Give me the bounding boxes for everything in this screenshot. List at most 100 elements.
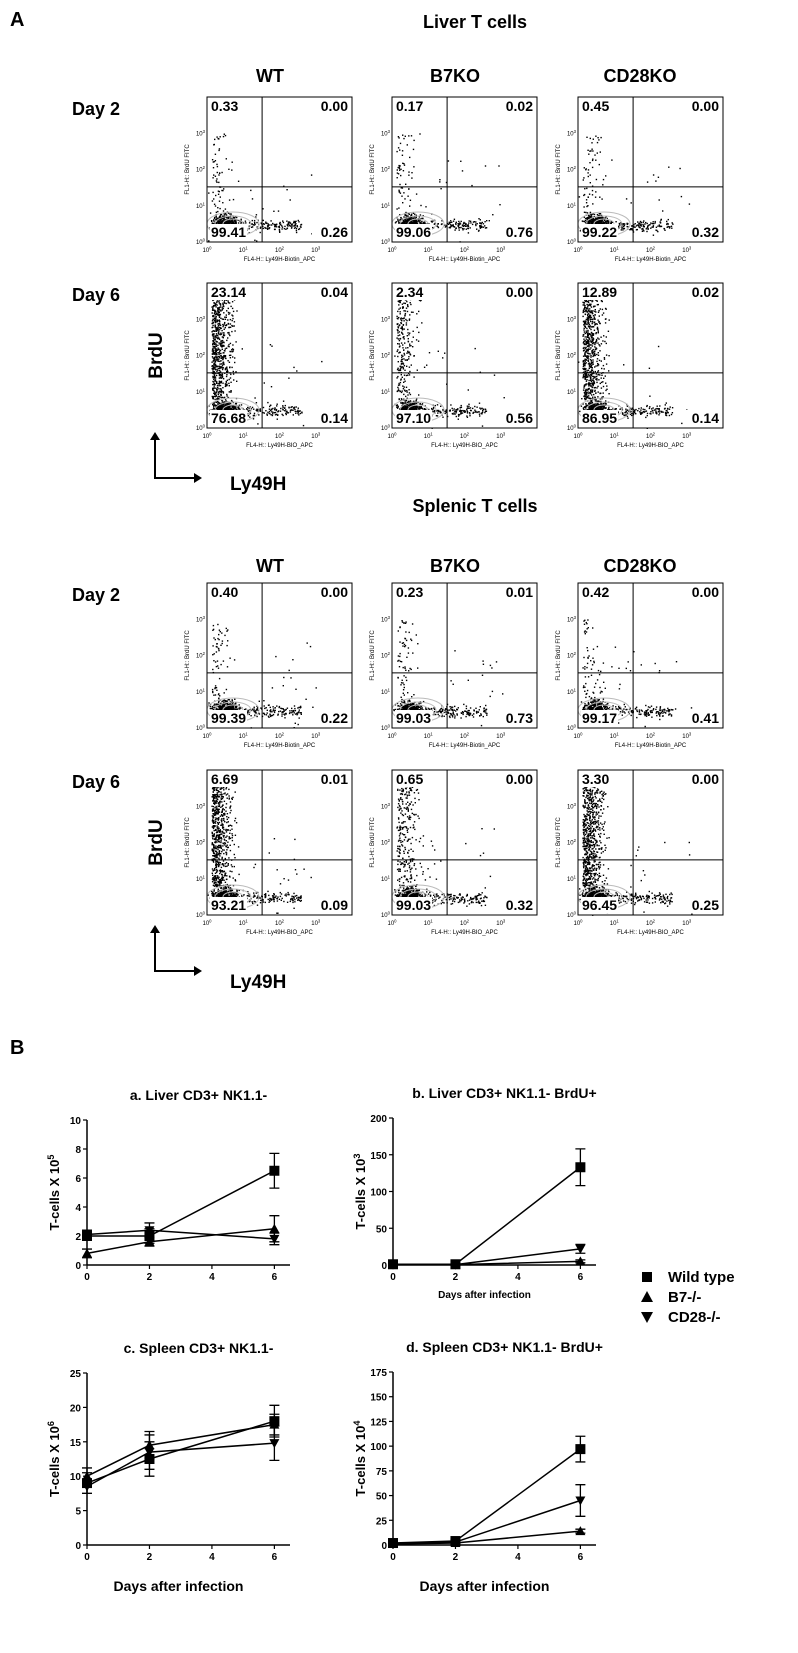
event-dot xyxy=(640,225,641,226)
event-dot xyxy=(235,221,236,222)
event-dot xyxy=(276,409,277,410)
event-dot xyxy=(644,223,645,224)
event-dot xyxy=(300,224,301,225)
event-dot xyxy=(228,346,229,347)
event-dot xyxy=(218,301,219,302)
event-dot xyxy=(413,403,414,404)
event-dot xyxy=(216,341,217,342)
channel-y-label: FL1-H:: BrdU FITC xyxy=(556,144,562,195)
event-dot xyxy=(230,374,231,375)
y-tick-label: 103 xyxy=(196,315,206,323)
event-dot xyxy=(468,389,469,390)
event-dot xyxy=(404,165,405,166)
event-dot xyxy=(300,227,301,228)
event-dot xyxy=(234,357,235,358)
event-dot xyxy=(233,373,234,374)
event-dot xyxy=(592,159,593,160)
event-dot xyxy=(216,351,217,352)
event-dot xyxy=(468,226,469,227)
event-dot xyxy=(652,223,653,224)
event-dot xyxy=(407,329,408,330)
event-dot xyxy=(287,228,288,229)
event-dot xyxy=(403,394,404,395)
event-dot xyxy=(230,306,231,307)
event-dot xyxy=(418,394,419,395)
event-dot xyxy=(216,301,217,302)
event-dot xyxy=(214,144,215,145)
event-dot xyxy=(233,199,234,200)
event-dot xyxy=(215,311,216,312)
event-dot xyxy=(407,335,408,336)
channel-y-label: FL1-H:: BrdU FITC xyxy=(370,330,376,381)
event-dot xyxy=(213,352,214,353)
event-dot xyxy=(409,320,410,321)
event-dot xyxy=(280,411,281,412)
event-dot xyxy=(270,405,271,406)
event-dot xyxy=(405,405,406,406)
event-dot xyxy=(470,222,471,223)
event-dot xyxy=(220,196,221,197)
event-dot xyxy=(454,229,455,230)
event-dot xyxy=(233,349,234,350)
y-tick-label: 103 xyxy=(381,315,391,323)
event-dot xyxy=(299,411,300,412)
event-dot xyxy=(214,347,215,348)
event-dot xyxy=(409,404,410,405)
event-dot xyxy=(466,409,467,410)
event-dot xyxy=(431,408,432,409)
event-dot xyxy=(212,334,213,335)
quadrant-percent: 0.45 xyxy=(582,98,609,114)
event-dot xyxy=(230,222,231,223)
event-dot xyxy=(399,168,400,169)
x-tick-label: 102 xyxy=(646,246,656,254)
event-dot xyxy=(286,414,287,415)
event-dot xyxy=(277,419,278,420)
event-dot xyxy=(217,319,218,320)
event-dot xyxy=(216,354,217,355)
event-dot xyxy=(298,220,299,221)
event-dot xyxy=(217,312,218,313)
event-dot xyxy=(499,204,500,205)
event-dot xyxy=(217,366,218,367)
event-dot xyxy=(602,184,603,185)
event-dot xyxy=(267,402,268,403)
event-dot xyxy=(283,222,284,223)
event-dot xyxy=(399,370,400,371)
event-dot xyxy=(439,181,440,182)
event-dot xyxy=(217,349,218,350)
event-dot xyxy=(295,221,296,222)
event-dot xyxy=(437,226,438,227)
event-dot xyxy=(216,335,217,336)
x-tick-label: 100 xyxy=(387,432,397,440)
event-dot xyxy=(236,217,237,218)
event-dot xyxy=(439,179,440,180)
superscript: 0 xyxy=(574,238,577,243)
superscript: 2 xyxy=(388,165,391,170)
event-dot xyxy=(637,221,638,222)
event-dot xyxy=(475,224,476,225)
event-dot xyxy=(420,205,421,206)
event-dot xyxy=(655,222,656,223)
event-dot xyxy=(219,368,220,369)
event-dot xyxy=(249,416,250,417)
event-dot xyxy=(223,319,224,320)
event-dot xyxy=(418,311,419,312)
event-dot xyxy=(213,174,214,175)
event-dot xyxy=(227,360,228,361)
event-dot xyxy=(221,346,222,347)
event-dot xyxy=(400,391,401,392)
event-dot xyxy=(405,184,406,185)
event-dot xyxy=(451,222,452,223)
event-dot xyxy=(424,367,425,368)
event-dot xyxy=(404,328,405,329)
quadrant-percent: 99.06 xyxy=(396,224,431,240)
event-dot xyxy=(442,417,443,418)
event-dot xyxy=(456,222,457,223)
event-dot xyxy=(278,210,279,211)
event-dot xyxy=(455,412,456,413)
event-dot xyxy=(220,388,221,389)
event-dot xyxy=(219,352,220,353)
event-dot xyxy=(468,404,469,405)
event-dot xyxy=(216,316,217,317)
event-dot xyxy=(413,140,414,141)
